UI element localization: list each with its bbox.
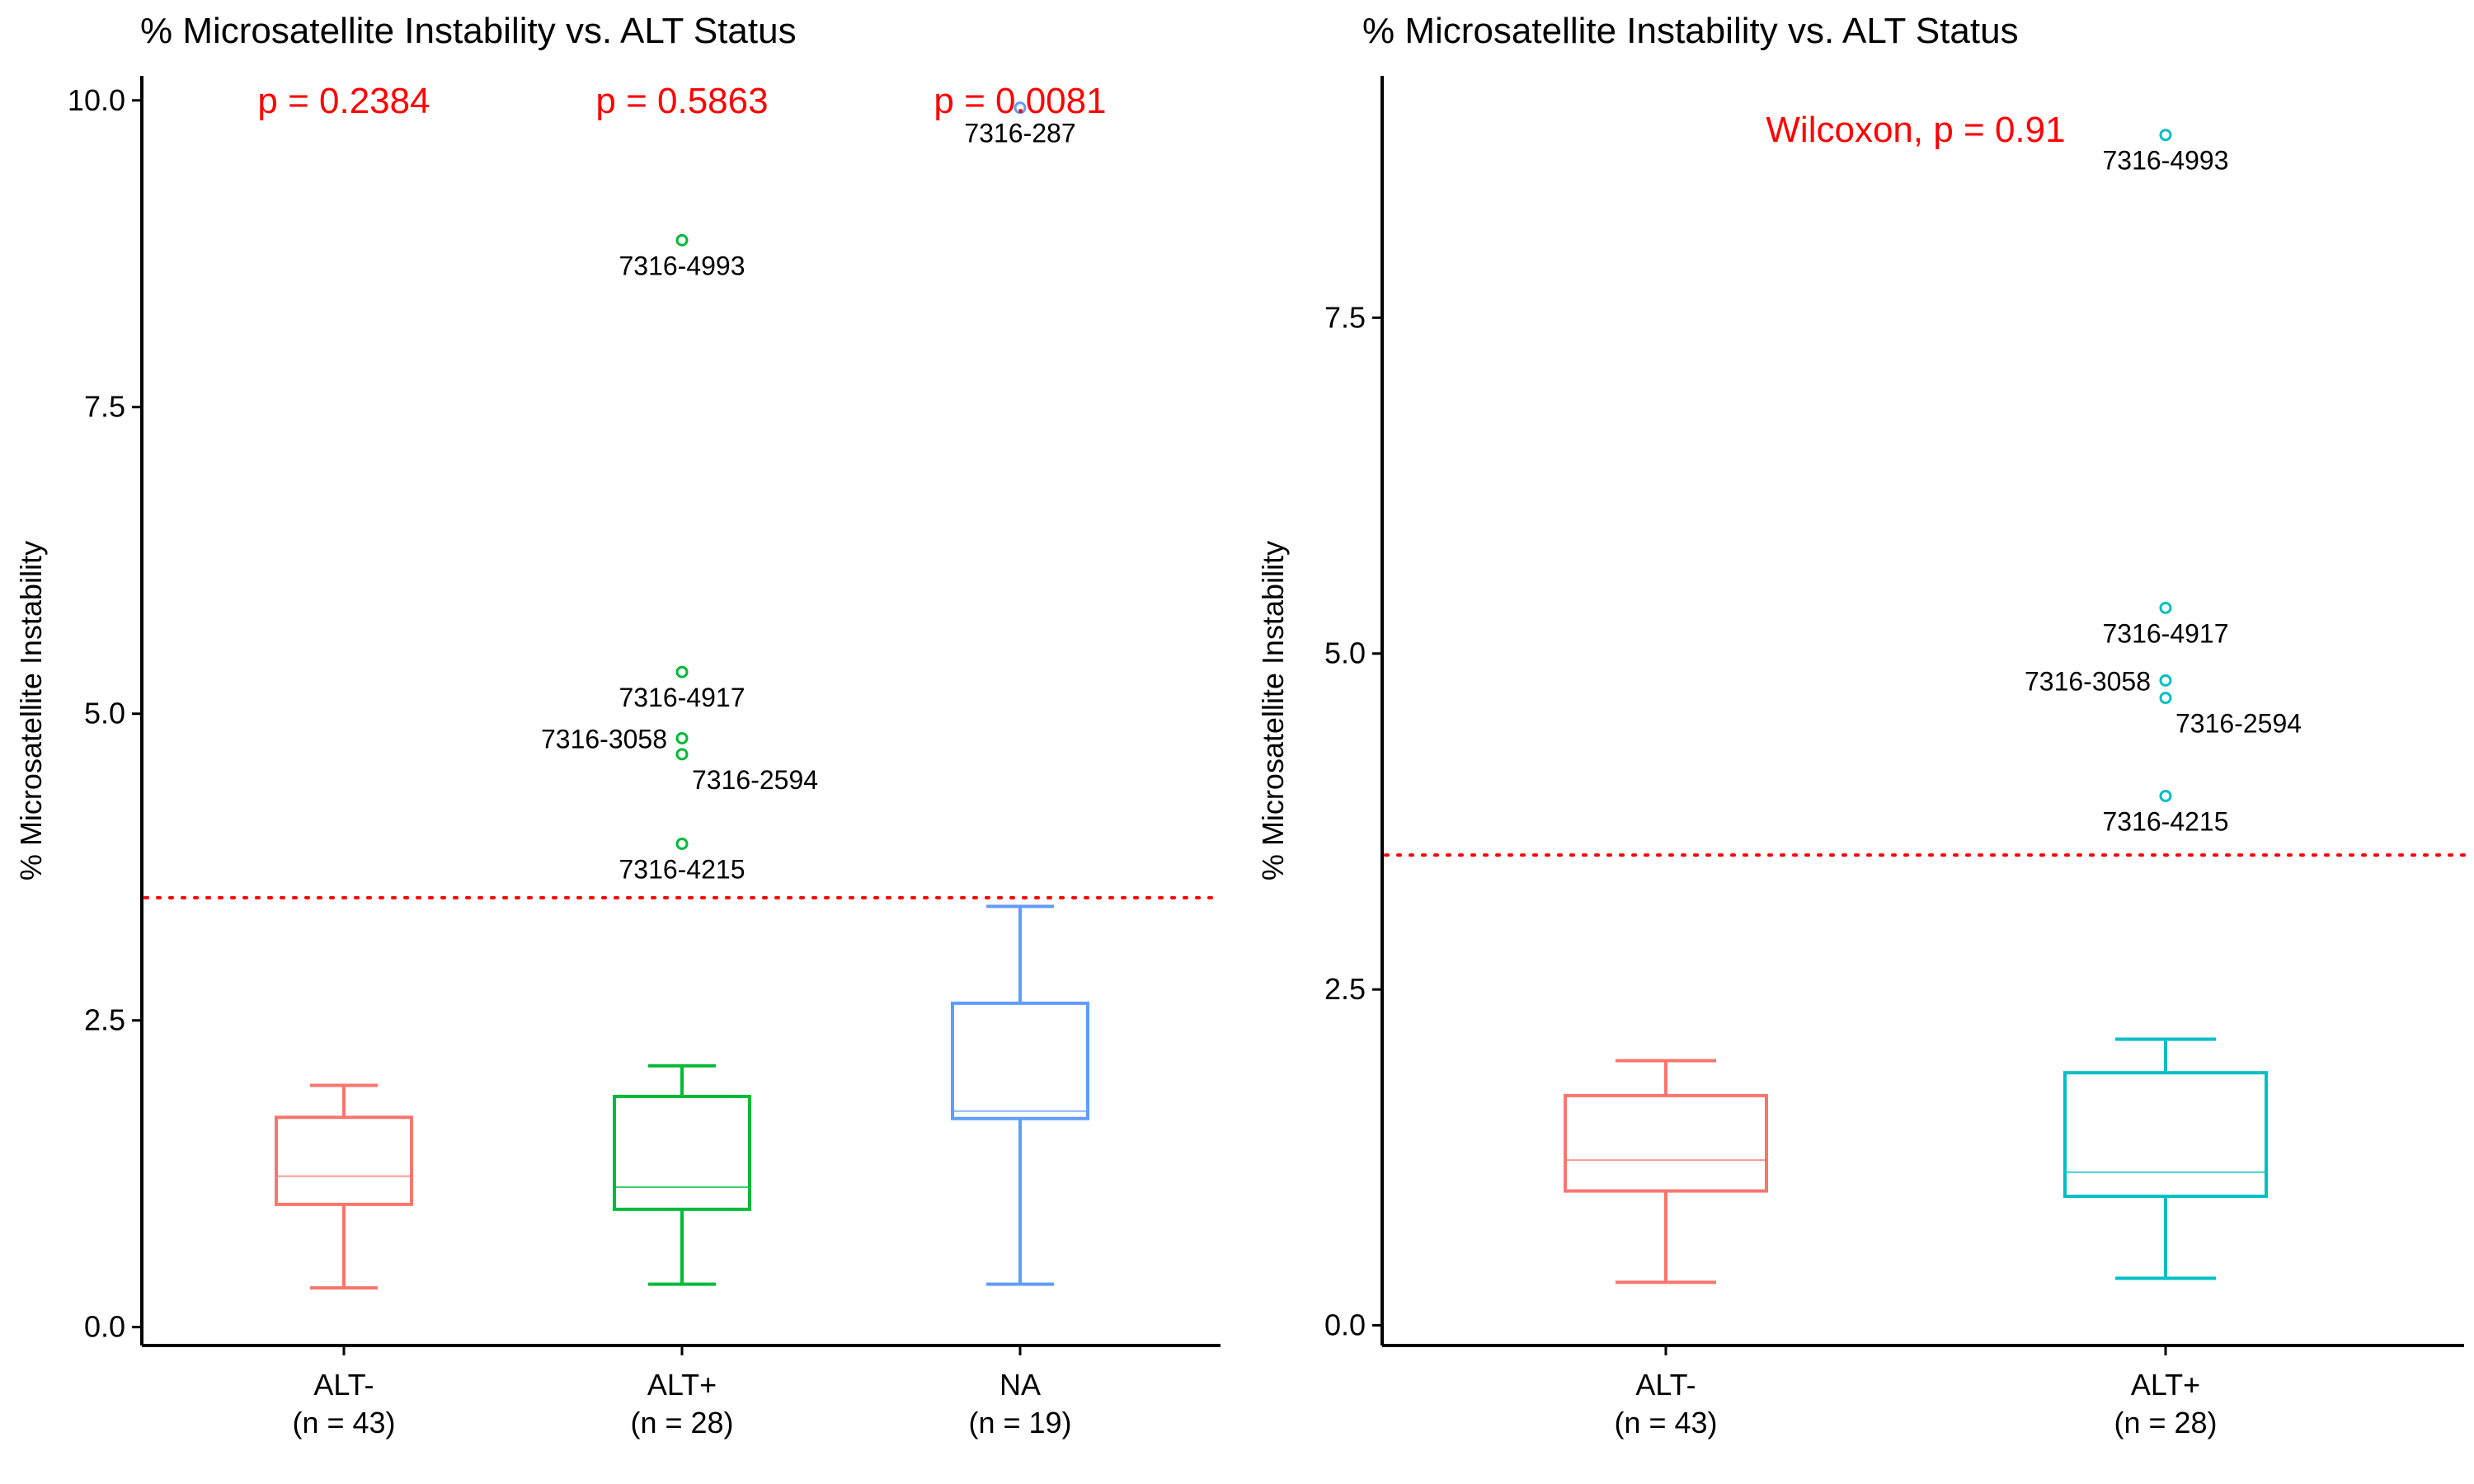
outlier-label: 7316-4917 — [2102, 618, 2228, 648]
y-axis-label: % Microsatellite Instability — [1256, 541, 1290, 881]
outlier-label: 7316-2594 — [692, 765, 818, 795]
box-iqr — [951, 1001, 1089, 1120]
p-value-annotation: p = 0.2384 — [257, 81, 430, 121]
outlier-point — [675, 665, 689, 679]
x-category-count: (n = 28) — [630, 1406, 733, 1439]
y-tick-label: 5.0 — [1324, 636, 1366, 670]
x-category-label: ALT+ — [2131, 1368, 2200, 1402]
outlier-label: 7316-3058 — [541, 724, 667, 754]
p-value-annotation: p = 0.5863 — [595, 81, 768, 121]
outlier-label: 7316-4993 — [2102, 146, 2228, 176]
box-group-alt: 7316-4993 7316-4917 7316-3058 7316-2594 7316… — [541, 233, 818, 1286]
outlier-point — [675, 748, 689, 761]
x-category-label: ALT- — [1635, 1368, 1696, 1402]
x-category-count: (n = 43) — [292, 1406, 395, 1439]
outlier-point — [2159, 692, 2172, 705]
outlier-point — [2159, 789, 2172, 802]
outlier-label: 7316-4215 — [618, 854, 745, 884]
outlier-point — [1014, 101, 1027, 115]
x-category-label: NA — [999, 1368, 1041, 1402]
left-chart-panel: % Microsatellite Instability vs. ALT Sta… — [14, 11, 1222, 1439]
y-tick-label: 7.5 — [84, 390, 125, 424]
p-value-annotation: Wilcoxon, p = 0.91 — [1766, 110, 2065, 150]
outlier-label: 7316-4215 — [2102, 806, 2228, 836]
y-tick-label: 5.0 — [84, 697, 125, 730]
y-tick-label: 10.0 — [68, 83, 125, 117]
box-group-alt — [1564, 1059, 1768, 1284]
outlier-label: 7316-2594 — [2175, 709, 2302, 739]
outlier-label: 7316-3058 — [2025, 666, 2151, 696]
chart-title: % Microsatellite Instability vs. ALT Sta… — [140, 11, 797, 51]
box-group-na: 7316-287 — [951, 101, 1089, 1286]
x-category-label: ALT+ — [647, 1368, 717, 1402]
y-tick-label: 0.0 — [1324, 1308, 1366, 1342]
p-value-annotation: p = 0.0081 — [934, 81, 1106, 121]
x-category-count: (n = 19) — [968, 1406, 1071, 1439]
x-category-label: ALT- — [313, 1368, 374, 1402]
box-iqr — [1564, 1093, 1768, 1193]
y-tick-label: 2.5 — [84, 1003, 125, 1037]
box-group-alt — [275, 1083, 413, 1290]
box-iqr — [2063, 1071, 2268, 1199]
y-axis-label: % Microsatellite Instability — [14, 541, 48, 881]
outlier-point — [675, 837, 689, 850]
outlier-point — [2159, 129, 2172, 142]
outlier-point — [675, 731, 689, 744]
box-iqr — [275, 1115, 413, 1206]
x-category-count: (n = 43) — [1614, 1406, 1717, 1439]
y-tick-label: 0.0 — [84, 1310, 125, 1344]
x-category-count: (n = 28) — [2114, 1406, 2217, 1439]
outlier-point — [2159, 601, 2172, 614]
y-tick-label: 2.5 — [1324, 972, 1366, 1006]
outlier-label: 7316-287 — [964, 119, 1075, 148]
right-chart-panel: % Microsatellite Instability vs. ALT Sta… — [1256, 11, 2466, 1439]
y-tick-label: 7.5 — [1324, 300, 1366, 334]
outlier-label: 7316-4917 — [618, 683, 745, 712]
box-group-alt: 7316-4993 7316-4917 7316-3058 7316-2594 7316… — [2025, 129, 2302, 1280]
box-iqr — [613, 1094, 751, 1211]
outlier-point — [675, 233, 689, 247]
chart-title: % Microsatellite Instability vs. ALT Sta… — [1362, 11, 2019, 51]
outlier-point — [2159, 674, 2172, 687]
outlier-label: 7316-4993 — [618, 251, 745, 280]
